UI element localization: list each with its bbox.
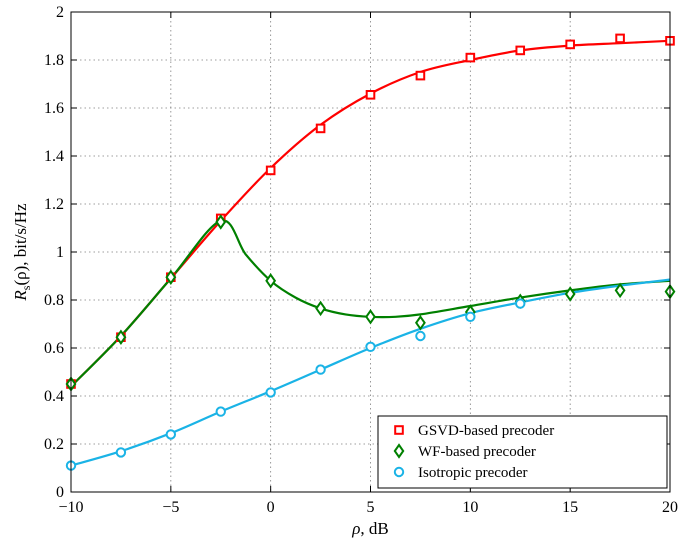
y-tick-label: 1.6	[44, 100, 64, 117]
y-tick-label: 1.2	[44, 196, 64, 213]
y-tick-label: 1.4	[44, 148, 64, 165]
legend-label-isotropic-precoder: Isotropic precoder	[418, 465, 528, 481]
x-tick-label: −5	[162, 499, 179, 516]
marker-gsvd-based-precoder	[565, 39, 575, 50]
marker-isotropic-precoder	[465, 311, 476, 322]
marker-wf-based-precoder	[414, 315, 426, 331]
y-axis-label: Rs(ρ), bit/s/Hz	[11, 203, 33, 302]
legend-label-wf-based-precoder: WF-based precoder	[418, 444, 536, 460]
y-tick-label: 0.8	[44, 292, 64, 309]
marker-wf-based-precoder	[215, 214, 227, 230]
y-tick-label: 1	[56, 244, 64, 261]
legend-marker-wf-based-precoder	[393, 443, 405, 459]
marker-isotropic-precoder	[365, 341, 376, 352]
y-tick-label: 0	[56, 484, 64, 501]
legend: GSVD-based precoder WF-based precoder Isot…	[377, 415, 668, 489]
marker-wf-based-precoder	[315, 300, 327, 317]
marker-isotropic-precoder	[315, 364, 326, 375]
x-tick-label: 20	[662, 499, 678, 516]
y-tick-label: 0.4	[44, 388, 64, 405]
x-axis-label: ρ, dB	[351, 519, 389, 538]
marker-gsvd-based-precoder	[515, 45, 526, 56]
marker-isotropic-precoder	[515, 298, 526, 309]
legend-marker-gsvd-based-precoder	[394, 425, 404, 435]
marker-wf-based-precoder	[115, 329, 127, 345]
legend-marker-isotropic-precoder	[393, 466, 405, 478]
marker-wf-based-precoder	[265, 273, 277, 289]
legend-box	[377, 415, 668, 489]
marker-isotropic-precoder	[115, 447, 127, 458]
series-curves	[70, 39, 671, 467]
marker-gsvd-based-precoder	[265, 165, 276, 176]
marker-wf-based-precoder	[564, 286, 576, 302]
axis-ticks: −10 −5 0 5 10 15 20 0 0.2 0.4 0.6 0.8 1 1.2 1.4 1.6 1.8 2	[44, 4, 678, 516]
marker-gsvd-based-precoder	[415, 70, 426, 81]
marker-isotropic-precoder	[265, 387, 276, 398]
marker-gsvd-based-precoder	[465, 52, 476, 63]
y-tick-label: 0.6	[44, 340, 64, 357]
series-markers	[65, 33, 676, 471]
marker-wf-based-precoder	[165, 269, 177, 285]
marker-gsvd-based-precoder	[365, 90, 376, 100]
marker-isotropic-precoder	[415, 330, 426, 342]
legend-label-gsvd-based-precoder: GSVD-based precoder	[418, 423, 554, 439]
y-tick-label: 2	[56, 4, 64, 21]
x-tick-label: 10	[462, 499, 478, 516]
x-tick-label: −10	[58, 499, 83, 516]
marker-gsvd-based-precoder	[615, 33, 625, 44]
x-tick-label: 0	[267, 499, 275, 516]
grid-lines	[71, 12, 670, 492]
x-tick-label: 5	[367, 499, 375, 516]
marker-wf-based-precoder	[614, 282, 626, 299]
x-tick-label: 15	[562, 499, 578, 516]
curve-wf-based-precoder	[70, 219, 671, 388]
marker-gsvd-based-precoder	[315, 123, 326, 134]
y-tick-label: 1.8	[44, 52, 64, 69]
marker-isotropic-precoder	[165, 429, 177, 440]
y-tick-label: 0.2	[44, 436, 64, 453]
marker-isotropic-precoder	[215, 406, 226, 417]
marker-wf-based-precoder	[365, 309, 376, 325]
